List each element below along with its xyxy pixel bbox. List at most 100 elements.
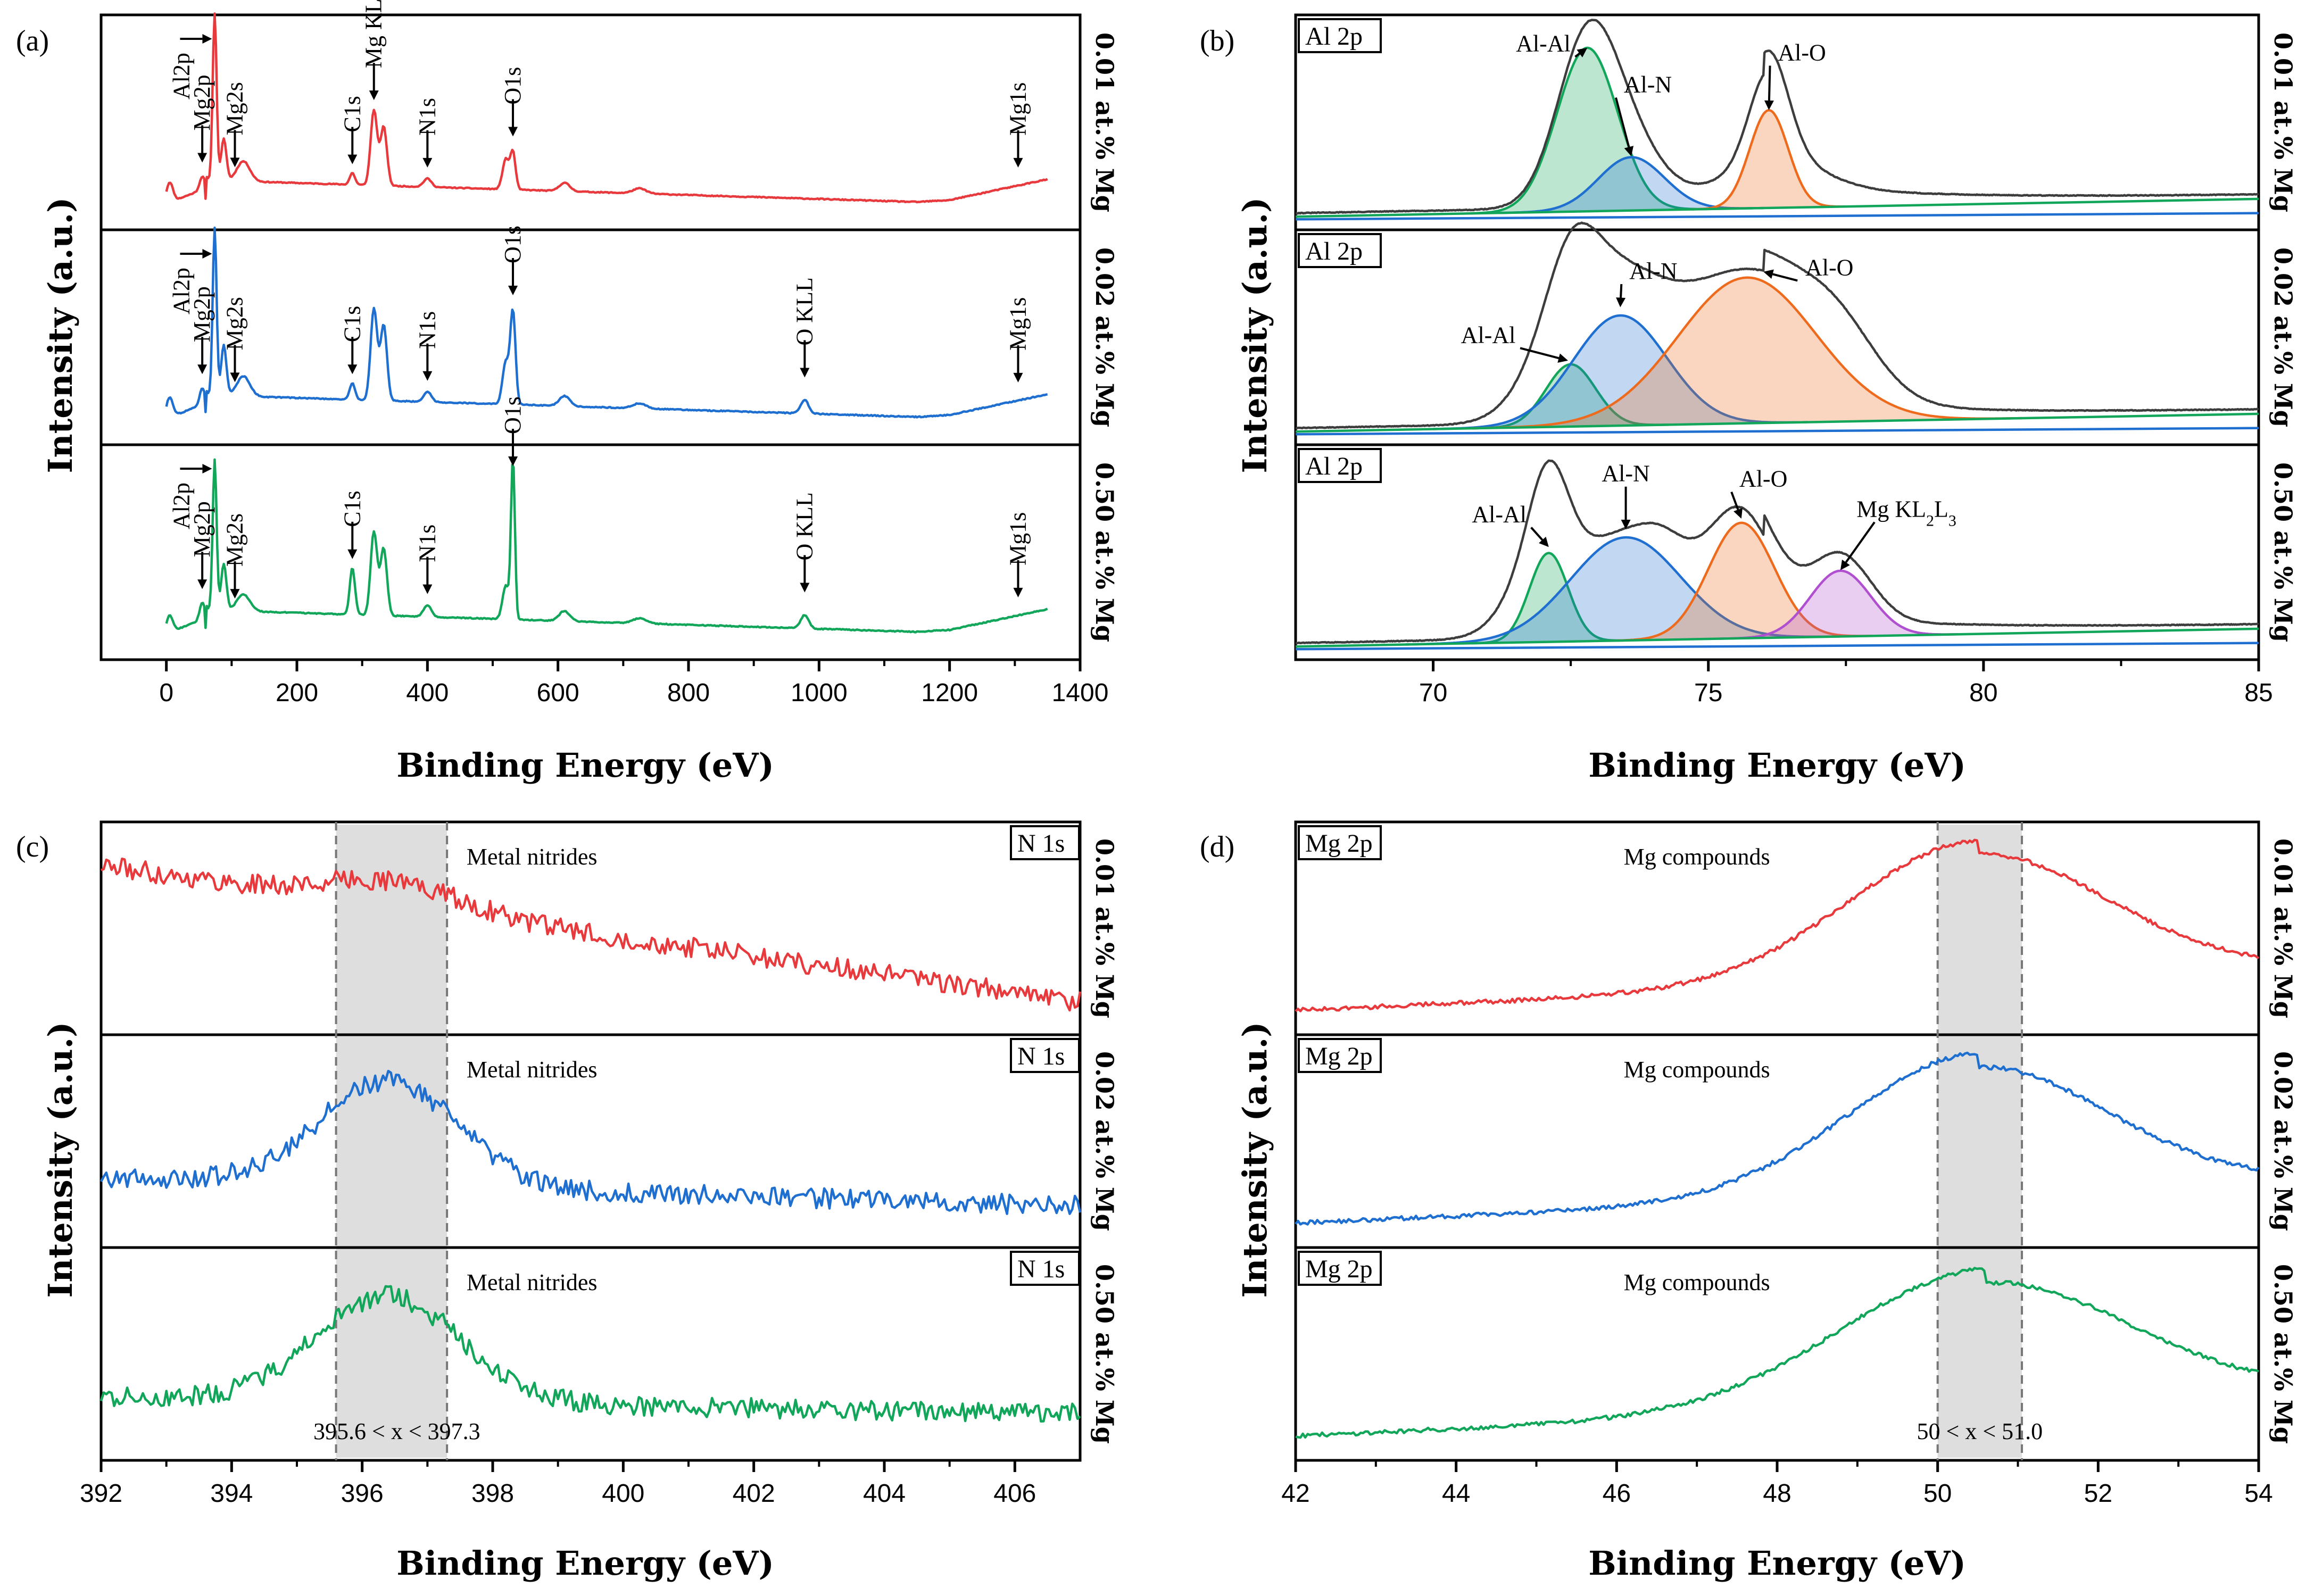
x-tick-label: 80 <box>1969 679 1997 707</box>
region-annotation: Metal nitrides <box>467 1269 598 1295</box>
stack-label: 0.01 at.% Mg <box>1090 838 1119 1018</box>
box-label-frame <box>1298 825 1382 860</box>
panel-frame <box>99 820 1082 1462</box>
survey-trace <box>165 458 1048 634</box>
envelope-trace <box>1295 19 2259 215</box>
box-label: Mg 2p <box>1305 829 1373 858</box>
background-line-2 <box>1295 642 2259 651</box>
x-tick-label: 46 <box>1603 1479 1631 1508</box>
component-line <box>1405 536 1846 646</box>
arrow-head <box>800 583 810 593</box>
x-tick-label: 400 <box>602 1479 644 1508</box>
x-tick-label: 54 <box>2244 1479 2272 1508</box>
arrow-head <box>800 368 810 378</box>
xlabel-d: Binding Energy (eV) <box>1588 1544 1966 1583</box>
arrow-head <box>1763 269 1774 279</box>
survey-trace <box>165 12 1048 204</box>
arrow-head <box>422 371 433 381</box>
arrow-head <box>230 589 240 599</box>
arrow-head <box>1621 519 1631 529</box>
arrow-head <box>1764 100 1774 110</box>
arrow-head <box>422 584 433 594</box>
stack-label: 0.01 at.% Mg <box>2269 32 2298 212</box>
panel-label: (d) <box>1200 830 1234 863</box>
x-tick-label: 85 <box>2244 679 2272 707</box>
spectrum-trace <box>1295 838 2260 1012</box>
x-tick-label: 392 <box>80 1479 122 1508</box>
component-fill <box>1609 522 1873 641</box>
panel-a: 0 200 400 600 800 1000 1200 1400 (a) 0.01 at.% Mg… <box>16 0 1119 707</box>
component-fill <box>1472 364 1670 429</box>
arrow-head <box>1577 48 1588 57</box>
arrow-head <box>347 549 358 559</box>
box-label: Al 2p <box>1305 22 1363 51</box>
arrow-head <box>1013 157 1023 168</box>
component-label: Al-Al <box>1472 502 1527 528</box>
x-tick-label: 42 <box>1281 1479 1309 1508</box>
component-arrow <box>1530 527 1544 541</box>
component-line <box>1471 552 1626 645</box>
ylabel-a: Intensity (a.u.) <box>41 197 80 473</box>
x-tick-label: 0 <box>159 679 173 707</box>
spectrum-trace <box>100 1069 1082 1215</box>
arrow-head <box>1013 372 1023 383</box>
box-label-frame <box>1010 1251 1080 1286</box>
stack-label: 0.02 at.% Mg <box>1090 1051 1119 1231</box>
peak-label: Mg2s <box>221 513 247 567</box>
component-line <box>1609 521 1874 642</box>
box-label-frame <box>1010 1038 1080 1073</box>
x-tick-label: 1000 <box>791 679 848 707</box>
component-arrow <box>1768 65 1771 101</box>
x-tick-label: 398 <box>471 1479 514 1508</box>
panel-c: 392 394 396 398 400 402 404 406 (c) 0.01 at.% Mg 0… <box>16 820 1119 1508</box>
component-fill <box>1466 47 1708 214</box>
component-label: Al-Al <box>1461 322 1516 348</box>
arrow-head <box>1734 508 1743 519</box>
panel-frame <box>1294 820 2260 1462</box>
arrow-head <box>1557 353 1568 363</box>
peak-label: N1s <box>414 311 440 349</box>
subscript: 3 <box>1948 512 1956 529</box>
background-line <box>1295 627 2259 648</box>
component-fill <box>1691 110 1846 210</box>
spectrum-trace <box>101 857 1082 1012</box>
component-arrow <box>1772 273 1798 282</box>
spectrum-trace <box>1295 1051 2260 1226</box>
component-label: Al-O <box>1778 39 1826 65</box>
x-tick-label: 75 <box>1694 679 1722 707</box>
label-part: L <box>1934 496 1948 522</box>
background-line-2 <box>1295 427 2259 436</box>
arrow-head <box>1840 559 1850 570</box>
x-tick-label: 800 <box>667 679 710 707</box>
ylabel-c: Intensity (a.u.) <box>41 1021 80 1298</box>
component-arrow <box>1574 53 1580 58</box>
x-tick-label: 200 <box>276 679 318 707</box>
panel-frame <box>99 13 1082 661</box>
stack-label: 0.02 at.% Mg <box>2269 1051 2298 1231</box>
component-label: Al-O <box>1805 254 1853 280</box>
xlabel-a: Binding Energy (eV) <box>396 746 774 785</box>
x-tick-label: 1200 <box>921 679 978 707</box>
panel-label: (a) <box>16 24 49 57</box>
component-label: Al-N <box>1624 72 1672 98</box>
arrow-head <box>422 157 433 168</box>
stack-label: 0.02 at.% Mg <box>1090 247 1119 427</box>
x-tick-label: 1400 <box>1052 679 1109 707</box>
shaded-region <box>336 825 447 1458</box>
arrow-head <box>197 364 208 375</box>
arrow-head <box>202 464 212 473</box>
peak-label: O KLL <box>791 277 817 345</box>
envelope-trace <box>1295 459 2259 645</box>
peak-label: O KLL <box>791 492 817 560</box>
peak-label: N1s <box>414 98 440 136</box>
stack-label: 0.50 at.% Mg <box>2269 462 2298 642</box>
arrow-head <box>347 154 358 164</box>
component-fill <box>1719 570 1962 639</box>
component-line <box>1691 109 1846 211</box>
region-annotation: Mg compounds <box>1624 1269 1770 1295</box>
component-line <box>1471 276 2022 430</box>
box-label: Mg 2p <box>1305 1042 1373 1070</box>
x-tick-label: 50 <box>1923 1479 1952 1508</box>
x-tick-label: 404 <box>863 1479 906 1508</box>
